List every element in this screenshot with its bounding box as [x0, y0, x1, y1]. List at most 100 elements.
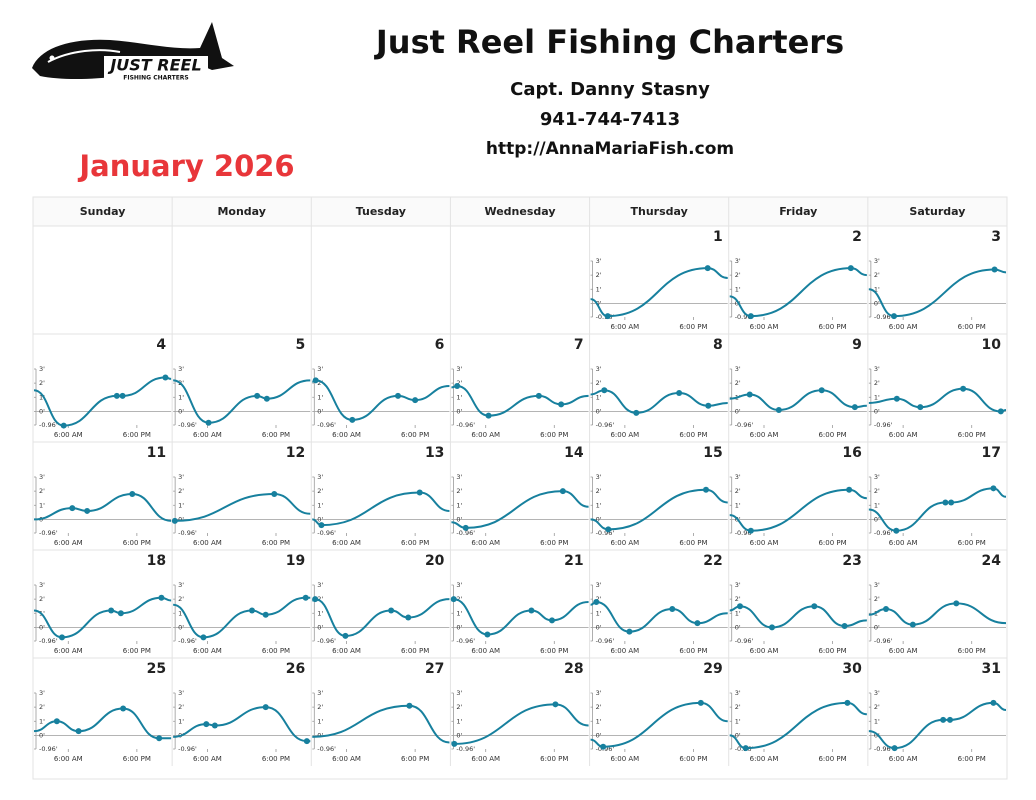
day-cell: 17 3' 2' 1' 0' -0.96' 6:00 AM 6:00 PM — [868, 445, 1007, 547]
y-tick-label: 0' — [178, 623, 184, 631]
day-number: 7 — [574, 337, 584, 353]
day-number: 2 — [852, 229, 862, 245]
tide-point — [818, 387, 825, 394]
y-tick-label: 3' — [178, 365, 184, 373]
y-tick-label: 2' — [456, 703, 462, 711]
y-tick-label: 0' — [456, 407, 462, 415]
tide-point — [271, 490, 278, 497]
y-tick-label: -0.96' — [735, 637, 754, 645]
y-tick-label: 2' — [596, 703, 602, 711]
tide-curve — [729, 488, 867, 532]
tide-point — [318, 522, 325, 529]
day-number: 28 — [564, 661, 583, 677]
x-tick-label: 6:00 PM — [540, 431, 568, 439]
tide-point — [342, 632, 349, 639]
weekday-label: Monday — [217, 205, 265, 218]
tide-point — [454, 382, 461, 389]
tide-point — [844, 699, 851, 706]
tide-point — [263, 395, 270, 402]
tide-point — [462, 524, 469, 531]
y-tick-label: -0.96' — [178, 637, 197, 645]
tide-point — [883, 606, 889, 613]
x-tick-label: 6:00 PM — [262, 539, 290, 547]
day-number: 4 — [156, 337, 166, 353]
y-tick-label: 1' — [317, 501, 323, 509]
tide-curve — [868, 268, 1007, 318]
y-tick-label: 3' — [39, 365, 45, 373]
x-tick-label: 6:00 PM — [401, 755, 429, 763]
day-number: 11 — [147, 445, 166, 461]
fish-stripe — [47, 49, 121, 63]
y-tick-label: 3' — [317, 473, 323, 481]
day-cell: 263'2'1'0'-0.96'6:00 AM 6:00 PM — [173, 661, 311, 763]
y-tick-label: -0.96' — [735, 313, 754, 321]
day-cell: 12 3' 2' 1' 0' -0.96' 6:00 AM 6:00 PM — [171, 445, 311, 547]
y-tick-label: -0.96' — [874, 529, 893, 537]
day-number: 12 — [286, 445, 305, 461]
phone: 941-744-7413 — [540, 109, 680, 130]
day-cell: 7 3' 2' 1' 0' -0.96' 6:00 AM 6:00 PM — [451, 337, 589, 439]
y-tick-label: -0.96' — [874, 637, 893, 645]
tide-point — [535, 392, 542, 399]
tide-point — [600, 743, 607, 750]
tide-point — [953, 600, 960, 607]
x-tick-label: 6:00 AM — [750, 323, 779, 331]
y-tick-label: 3' — [317, 365, 323, 373]
tide-point — [558, 401, 565, 408]
y-tick-label: -0.96' — [317, 421, 336, 429]
x-tick-label: 6:00 PM — [679, 539, 707, 547]
y-tick-label: 3' — [735, 473, 741, 481]
y-tick-label: 1' — [39, 501, 45, 509]
y-tick-label: 2' — [735, 595, 741, 603]
day-cell: 21 3' 2' 1' 0' -0.96' 6:00 AM 6:00 PM — [450, 553, 589, 655]
tide-point — [626, 628, 633, 635]
y-tick-label: 0' — [39, 731, 45, 739]
y-tick-label: 2' — [874, 379, 880, 387]
x-tick-label: 6:00 AM — [471, 539, 500, 547]
tide-point — [484, 631, 491, 638]
x-tick-label: 6:00 PM — [679, 647, 707, 655]
tide-point — [991, 266, 998, 273]
y-tick-label: 3' — [456, 581, 462, 589]
y-tick-label: -0.96' — [178, 529, 197, 537]
y-tick-label: 3' — [735, 257, 741, 265]
tide-point — [312, 377, 319, 384]
day-number: 27 — [425, 661, 444, 677]
y-tick-label: -0.96' — [596, 637, 615, 645]
day-number: 23 — [842, 553, 861, 569]
y-tick-label: 3' — [317, 581, 323, 589]
day-cell: 15 3' 2' 1' 0' -0.96' 6:00 AM 6:00 PM — [590, 445, 728, 547]
y-tick-label: 3' — [317, 689, 323, 697]
y-tick-label: 0' — [456, 515, 462, 523]
y-tick-label: -0.96' — [735, 529, 754, 537]
x-tick-label: 6:00 PM — [123, 647, 151, 655]
tide-point — [893, 527, 900, 534]
tide-point — [171, 517, 178, 524]
y-tick-label: 3' — [39, 581, 45, 589]
fish-eye — [49, 55, 55, 61]
captain: Capt. Danny Stasny — [510, 79, 710, 100]
tide-point — [769, 624, 775, 631]
tide-point — [775, 407, 782, 414]
tide-point — [302, 594, 309, 601]
tide-point — [117, 610, 124, 617]
day-number: 9 — [852, 337, 862, 353]
y-tick-label: 3' — [735, 365, 741, 373]
day-number: 10 — [982, 337, 1002, 353]
logo-name: JUST REEL — [107, 56, 201, 75]
tide-point — [747, 313, 754, 320]
y-tick-label: 3' — [874, 581, 880, 589]
month-title: January 2026 — [77, 149, 294, 183]
tide-point — [312, 596, 319, 603]
tide-point — [53, 718, 60, 725]
tide-point — [697, 699, 704, 706]
tide-curve — [729, 701, 867, 750]
y-tick-label: -0.96' — [39, 637, 58, 645]
y-tick-label: 2' — [39, 487, 45, 495]
day-cell: 13'2'1'0'-0.96'6:00 AM6:00 PM — [590, 229, 728, 331]
x-tick-label: 6:00 PM — [401, 431, 429, 439]
x-tick-label: 6:00 PM — [958, 539, 986, 547]
tide-point — [416, 489, 423, 496]
x-tick-label: 6:00 AM — [54, 755, 83, 763]
